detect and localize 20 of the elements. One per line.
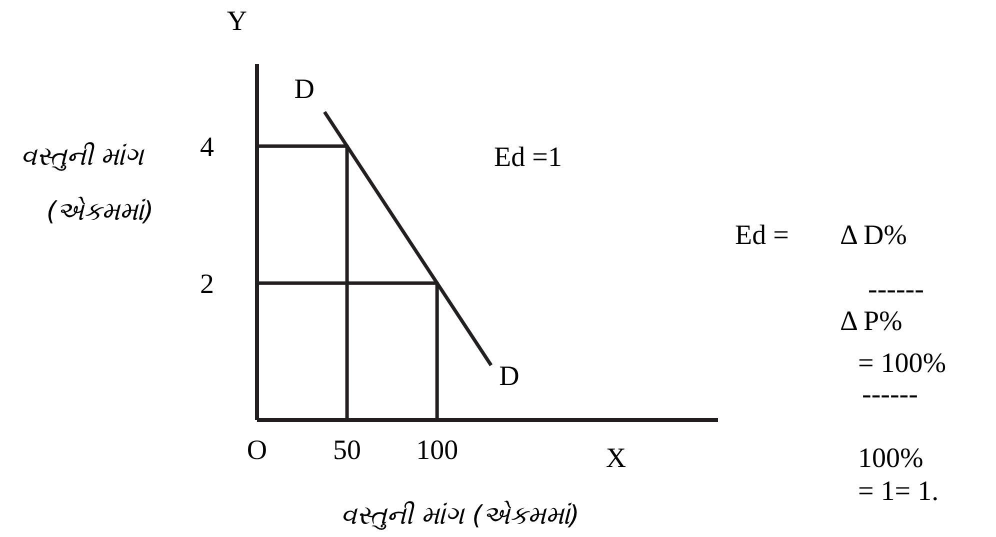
- text: ------: [868, 274, 924, 305]
- x-tick-label: 100: [416, 435, 458, 466]
- x-tick-label: 50: [333, 435, 362, 466]
- text: Ed =: [735, 220, 789, 251]
- y-tick-label: 4: [200, 132, 214, 163]
- annotation: Ed =1: [494, 142, 562, 173]
- text: Δ D%: [840, 220, 908, 251]
- y-tick-label: 2: [200, 268, 214, 300]
- text: Y: [226, 6, 248, 37]
- text: ------: [862, 379, 918, 410]
- text: = 1= 1.: [858, 476, 939, 507]
- text: Δ P%: [840, 306, 902, 337]
- x-axis-title: વસ્તુની માંગ (એકમમાં): [340, 500, 580, 531]
- text: X: [606, 443, 626, 474]
- annotation: D: [294, 74, 315, 105]
- annotation: D: [499, 361, 520, 392]
- x-tick-label: O: [246, 435, 268, 466]
- text: = 100%: [858, 348, 946, 379]
- y-axis-title: વસ્તુની માંગ (એકમમાં): [20, 142, 154, 227]
- text: 100%: [858, 443, 924, 474]
